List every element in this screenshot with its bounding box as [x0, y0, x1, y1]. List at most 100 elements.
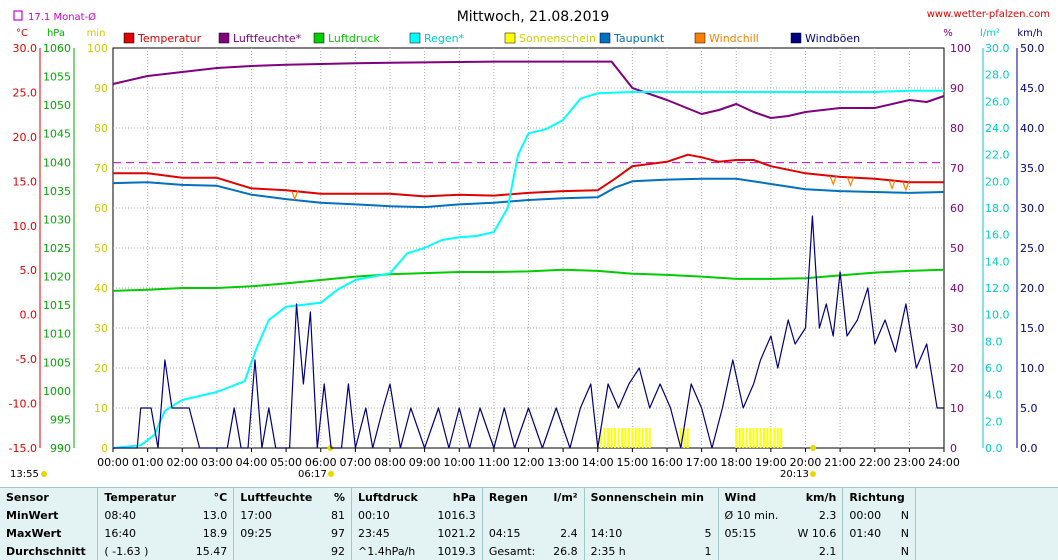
- x-tick-label: 02:00: [166, 456, 198, 469]
- y-tick-humidity: 40: [950, 282, 964, 295]
- y-tick-temp: 20.0: [13, 131, 38, 144]
- legend-label: Temperatur: [137, 32, 202, 45]
- y-tick-wind: 25.0: [1020, 242, 1045, 255]
- legend-label: Regen*: [424, 32, 465, 45]
- y-tick-humidity: 10: [950, 402, 964, 415]
- y-tick-wind: 30.0: [1020, 202, 1045, 215]
- y-tick-rain: 0.0: [985, 442, 1003, 455]
- legend-swatch: [791, 33, 801, 43]
- x-tick-label: 01:00: [132, 456, 164, 469]
- stats-cell-sun-t: 14:10: [584, 524, 679, 542]
- x-tick-label: 04:00: [236, 456, 268, 469]
- y-tick-wind: 40.0: [1020, 122, 1045, 135]
- y-tick-humidity: 100: [950, 42, 971, 55]
- y-tick-pressure: 1055: [43, 71, 71, 84]
- stats-cell-wind-v: W 10.6: [788, 524, 842, 542]
- y-tick-humidity: 80: [950, 122, 964, 135]
- stats-header-temp-unit: °C: [187, 488, 234, 506]
- y-tick-rain: 26.0: [985, 95, 1010, 108]
- y-tick-pressure: 1025: [43, 242, 71, 255]
- stats-cell-press-t: ^1.4hPa/h: [352, 542, 429, 560]
- legend-label: Windböen: [805, 32, 860, 45]
- y-tick-wind: 5.0: [1020, 402, 1038, 415]
- x-tick-label: 00:00: [97, 456, 129, 469]
- y-tick-rain: 22.0: [985, 149, 1010, 162]
- y-tick-minutes: 30: [94, 322, 108, 335]
- stats-cell-rain-v: 2.4: [545, 524, 584, 542]
- y-tick-pressure: 990: [50, 442, 71, 455]
- y-tick-minutes: 40: [94, 282, 108, 295]
- x-tick-label: 23:00: [894, 456, 926, 469]
- stats-header-sensor: Sensor: [0, 488, 98, 506]
- stats-cell-sun-v: [679, 506, 718, 524]
- axis-unit-pressure: hPa: [47, 28, 65, 39]
- legend-label: Taupunkt: [613, 32, 665, 45]
- stats-cell-dir-v: N: [892, 542, 915, 560]
- y-tick-rain: 30.0: [985, 42, 1010, 55]
- axis-unit-wind: km/h: [1017, 28, 1042, 39]
- chart-grid: [113, 48, 944, 448]
- y-tick-humidity: 20: [950, 362, 964, 375]
- stats-cell-rain-v: [545, 506, 584, 524]
- stats-cell-hum-t: 09:25: [234, 524, 324, 542]
- y-tick-humidity: 50: [950, 242, 964, 255]
- stats-cell-wind-v: 2.1: [788, 542, 842, 560]
- y-tick-rain: 4.0: [985, 389, 1003, 402]
- y-tick-temp: -15.0: [9, 442, 37, 455]
- sunset-sun-icon: [810, 471, 816, 477]
- legend-label: Windchill: [709, 32, 759, 45]
- legend-swatch: [600, 33, 610, 43]
- y-tick-pressure: 1010: [43, 328, 71, 341]
- stats-table: Sensor Temperatur °C Luftfeuchte % Luftd…: [0, 488, 1058, 560]
- stats-header-rain: Regen: [482, 488, 545, 506]
- stats-cell-dir-t: 01:40: [843, 524, 892, 542]
- stats-cell-hum-t: [234, 542, 324, 560]
- stats-header-wind: Wind: [718, 488, 788, 506]
- y-tick-rain: 20.0: [985, 175, 1010, 188]
- stats-cell-press-t: 00:10: [352, 506, 429, 524]
- legend-swatch: [410, 33, 420, 43]
- y-tick-minutes: 100: [87, 42, 108, 55]
- stats-cell-hum-v: 92: [323, 542, 351, 560]
- x-tick-label: 11:00: [478, 456, 510, 469]
- x-tick-label: 05:00: [270, 456, 302, 469]
- stats-cell-temp-t: 08:40: [98, 506, 187, 524]
- legend-swatch: [695, 33, 705, 43]
- source-link[interactable]: www.wetter-pfalzen.com: [927, 9, 1050, 20]
- x-tick-label: 08:00: [374, 456, 406, 469]
- y-tick-humidity: 30: [950, 322, 964, 335]
- y-tick-wind: 50.0: [1020, 42, 1045, 55]
- stats-header-press: Luftdruck: [352, 488, 429, 506]
- stats-cell-hum-v: 97: [323, 524, 351, 542]
- stats-cell-temp-t: ( -1.63 ): [98, 542, 187, 560]
- y-tick-minutes: 0: [101, 442, 108, 455]
- y-tick-pressure: 1050: [43, 99, 71, 112]
- axis-unit-humidity: %: [943, 28, 953, 39]
- stats-header-dir: Richtung: [843, 488, 916, 506]
- y-tick-minutes: 50: [94, 242, 108, 255]
- y-tick-humidity: 70: [950, 162, 964, 175]
- stats-cell-dir-v: N: [892, 506, 915, 524]
- legend-label: Luftdruck: [328, 32, 380, 45]
- y-tick-temp: -5.0: [16, 353, 37, 366]
- x-tick-label: 12:00: [513, 456, 545, 469]
- y-tick-wind: 20.0: [1020, 282, 1045, 295]
- x-tick-label: 06:00: [305, 456, 337, 469]
- y-tick-rain: 28.0: [985, 69, 1010, 82]
- stats-header-hum-unit: %: [323, 488, 351, 506]
- stats-cell-sun-t: 2:35 h: [584, 542, 679, 560]
- y-tick-pressure: 1040: [43, 156, 71, 169]
- stats-cell-sun-t: [584, 506, 679, 524]
- y-tick-minutes: 70: [94, 162, 108, 175]
- y-tick-wind: 35.0: [1020, 162, 1045, 175]
- stats-cell-rain-v: 26.8: [545, 542, 584, 560]
- stats-empty-cell: [916, 524, 1058, 542]
- stats-cell-wind-v: 2.3: [788, 506, 842, 524]
- y-tick-humidity: 60: [950, 202, 964, 215]
- weather-chart: 30.025.020.015.010.05.00.0-5.0-10.0-15.0…: [0, 0, 1058, 487]
- stats-cell-wind-t: Ø 10 min.: [718, 506, 788, 524]
- y-tick-wind: 10.0: [1020, 362, 1045, 375]
- sunrise-time: 06:17: [298, 469, 327, 480]
